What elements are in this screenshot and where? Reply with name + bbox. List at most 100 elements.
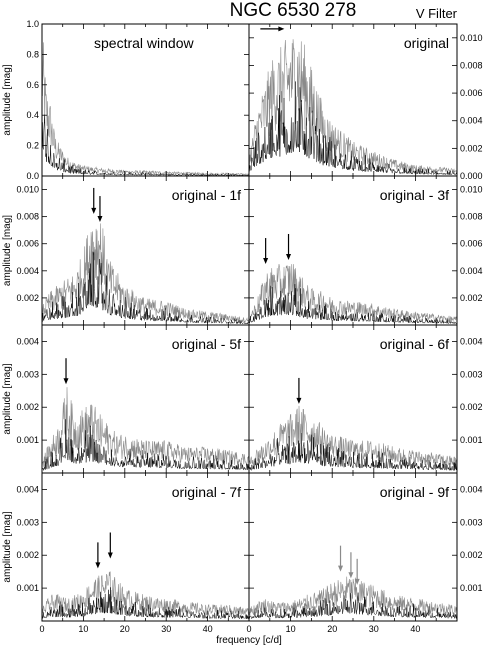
y-tick-label: 0.006 [460,88,483,98]
y-tick-label: 0.6 [26,80,39,90]
panel-6: 0.001 0.002 0.003 0.004 original - 6f [248,324,483,474]
panel-3: 0.002 0.004 0.006 0.008 0.010 original - 1f [16,175,250,326]
series-line-dark [41,419,250,471]
x-tick-label: 10 [286,624,296,634]
y-tick-label: 0.003 [16,517,39,527]
x-tick-label: 0 [39,624,44,634]
y-tick-label: 0.008 [460,212,483,222]
panel-8: 0 10 20 30 40 0.001 0.002 0.003 0.004 original - … [246,472,483,634]
series-line-light [248,264,458,322]
y-tick-label: 0.002 [16,550,39,560]
series-line-light [248,576,458,616]
series-line-dark [41,587,249,620]
y-tick-label: 0.004 [16,266,39,276]
panel-title: spectral window [94,35,194,51]
series-line-light [248,39,458,174]
peak-arrow-head [296,397,302,404]
y-tick-label: 0.001 [16,583,39,593]
y-tick-label: 0.010 [460,33,483,43]
x-tick-label: 20 [327,624,337,634]
y-tick-label: 0.003 [460,517,483,527]
x-tick-label: 30 [161,624,171,634]
panel-7: 0 10 20 30 40 0.001 0.002 0.003 0.004 original - … [16,472,250,634]
y-tick-label: 0.004 [16,336,39,346]
series-line-light [248,405,457,467]
panel-4: 0.002 0.004 0.006 0.008 0.010 original - 3f [248,175,483,326]
y-axis-label: amplitude [mag] [2,511,13,582]
y-tick-label: 0.002 [16,402,39,412]
y-tick-label: 0.002 [460,402,483,412]
y-axis-label: amplitude [mag] [2,64,13,135]
y-tick-label: 0.008 [460,60,483,70]
y-tick-label: 0.001 [460,583,483,593]
x-tick-label: 0 [246,624,251,634]
panel-1: 0.0 0.2 0.4 0.6 0.8 1.0 spectral window [26,19,250,181]
y-tick-label: 0.004 [460,116,483,126]
peak-arrow-head [63,378,69,385]
x-tick-label: 20 [120,624,130,634]
y-axis-label: amplitude [mag] [2,215,13,286]
x-axis-label: frequency [c/d] [216,635,282,646]
y-tick-label: 0.002 [460,293,483,303]
peak-arrow-head [263,258,269,265]
y-tick-label: 0.006 [16,239,39,249]
y-tick-label: 0.004 [460,484,483,494]
y-tick-label: 0.8 [26,49,39,59]
panel-title: original - 3f [380,187,449,203]
filter-label: V Filter [416,6,458,21]
y-tick-label: 1.0 [26,19,39,29]
y-tick-label: 0.008 [16,212,39,222]
peak-arrow-head [278,26,285,32]
y-tick-label: 0.004 [16,484,39,494]
peak-arrow-head [354,578,360,585]
y-tick-label: 0.006 [460,239,483,249]
peak-arrow-head [97,216,103,223]
x-tick-label: 10 [78,624,88,634]
y-tick-label: 0.0 [26,171,39,181]
panels-group: amplitude [mag] amplitude [mag] amplitude … [2,19,483,634]
series-line-dark [248,433,457,471]
y-tick-label: 0.2 [26,141,39,151]
panel-5: 0.001 0.002 0.003 0.004 original - 5f [16,324,250,474]
y-tick-label: 0.010 [16,185,39,195]
series-line-light [41,42,250,176]
y-tick-label: 0.001 [16,435,39,445]
figure-title: NGC 6530 278 [230,0,357,21]
panel-2: 0.000 0.002 0.004 0.006 0.008 0.010 original [248,23,483,181]
series-line-light [41,223,250,324]
y-tick-label: 0.004 [460,336,483,346]
series-line-dark [41,251,250,325]
y-tick-label: 0.003 [460,369,483,379]
panel-title: original [404,35,449,51]
peak-arrow-head [91,207,97,214]
y-tick-label: 0.002 [460,143,483,153]
series-line-light [41,387,250,468]
y-tick-label: 0.001 [460,435,483,445]
peak-arrow-head [348,572,354,579]
peak-arrow-head [95,562,101,569]
y-tick-label: 0.004 [460,266,483,276]
panel-title: original - 6f [380,336,449,352]
y-tick-label: 0.002 [460,550,483,560]
x-tick-label: 40 [410,624,420,634]
y-tick-label: 0.003 [16,369,39,379]
series-line-dark [41,114,249,177]
peak-arrow-head [107,552,113,559]
y-tick-label: 0.002 [16,293,39,303]
panel-title: original - 9f [380,484,449,500]
y-tick-label: 0.000 [460,171,483,181]
y-tick-label: 0.4 [26,110,39,120]
panel-title: original - 5f [172,336,241,352]
x-tick-label: 30 [369,624,379,634]
y-tick-label: 0.010 [460,185,483,195]
series-line-dark [248,81,457,176]
peak-arrow-head [338,565,344,572]
panel-title: original - 1f [172,187,241,203]
peak-arrow-head [286,253,292,260]
y-axis-label: amplitude [mag] [2,363,13,434]
panel-title: original - 7f [172,484,241,500]
series-line-dark [248,284,457,325]
series-line-light [41,571,250,617]
x-tick-label: 40 [203,624,213,634]
